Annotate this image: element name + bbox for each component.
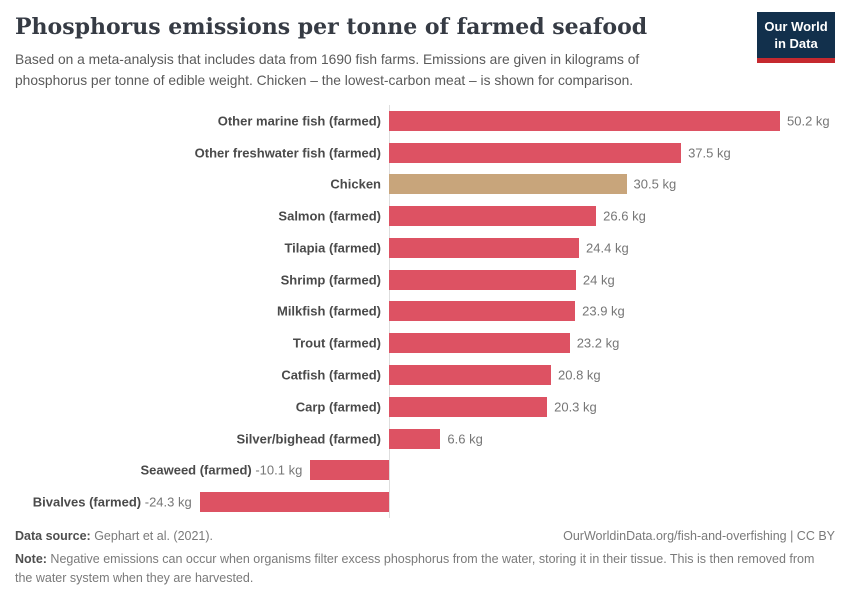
value-label: 50.2 kg	[787, 113, 830, 129]
bar-row: 24.4 kg Tilapia (farmed)	[15, 232, 835, 264]
bar-row: 20.8 kg Catfish (farmed)	[15, 359, 835, 391]
bar-positive[interactable]	[389, 269, 576, 290]
value-label: 24.4 kg	[586, 240, 629, 256]
bar-positive[interactable]	[389, 174, 627, 195]
bar-row: 6.6 kg Silver/bighead (farmed)	[15, 423, 835, 455]
bar-row: 50.2 kg Other marine fish (farmed)	[15, 105, 835, 137]
category-label: Other freshwater fish (farmed)	[194, 145, 381, 161]
value-label: -10.1 kg	[255, 462, 303, 478]
category-label: Catfish (farmed)	[281, 367, 381, 383]
category-label: Trout (farmed)	[292, 335, 381, 351]
bar-positive[interactable]	[389, 365, 551, 385]
category-label: Seaweed (farmed) -10.1 kg	[140, 462, 303, 478]
category-label: Tilapia (farmed)	[284, 240, 381, 256]
bar-row: 37.5 kg Other freshwater fish (farmed)	[15, 137, 835, 169]
category-label: Milkfish (farmed)	[276, 303, 381, 319]
category-label: Silver/bighead (farmed)	[236, 431, 381, 447]
data-source-label: Data source:	[15, 529, 91, 543]
category-label: Bivalves (farmed) -24.3 kg	[32, 494, 192, 510]
bar-positive[interactable]	[389, 333, 570, 354]
bar-row: 20.3 kg Carp (farmed)	[15, 391, 835, 423]
category-label: Salmon (farmed)	[278, 208, 381, 224]
bar-chart: 50.2 kg Other marine fish (farmed) 37.5 kg…	[15, 105, 835, 518]
value-label: 20.3 kg	[554, 399, 597, 415]
bar-positive[interactable]	[389, 110, 780, 131]
bar-row: 23.2 kg Trout (farmed)	[15, 327, 835, 359]
value-label: 23.9 kg	[582, 303, 625, 319]
chart-footer: Data source: Gephart et al. (2021). OurW…	[15, 529, 835, 588]
category-label: Chicken	[330, 176, 381, 192]
bar-negative[interactable]	[310, 460, 389, 481]
bar-positive[interactable]	[389, 206, 597, 227]
owid-logo-line2: in Data	[774, 35, 818, 51]
bar-negative[interactable]	[199, 492, 389, 513]
value-label: 26.6 kg	[603, 208, 646, 224]
bar-positive[interactable]	[389, 428, 441, 449]
owid-logo-line1: Our World	[764, 19, 828, 34]
attribution-link[interactable]: OurWorldinData.org/fish-and-overfishing …	[563, 529, 835, 543]
bar-row: 26.6 kg Salmon (farmed)	[15, 200, 835, 232]
chart-header: Phosphorus emissions per tonne of farmed…	[15, 12, 835, 91]
value-label: 23.2 kg	[576, 335, 620, 351]
bar-row: 30.5 kg Chicken	[15, 169, 835, 201]
value-label: 30.5 kg	[633, 176, 677, 192]
bar-row: 24 kg Shrimp (farmed)	[15, 264, 835, 296]
category-label: Carp (farmed)	[295, 399, 381, 415]
chart-note: Note: Negative emissions can occur when …	[15, 552, 815, 585]
value-label: 20.8 kg	[558, 367, 601, 383]
source-line: Data source: Gephart et al. (2021). OurW…	[15, 529, 835, 543]
category-label: Shrimp (farmed)	[280, 272, 381, 288]
category-label: Other marine fish (farmed)	[217, 113, 381, 129]
chart-subtitle: Based on a meta-analysis that includes d…	[15, 52, 640, 88]
owid-logo: Our World in Data	[757, 12, 835, 63]
bar-row: 23.9 kg Milkfish (farmed)	[15, 296, 835, 328]
bar-row: Seaweed (farmed) -10.1 kg	[15, 454, 835, 486]
bar-positive[interactable]	[389, 396, 548, 417]
bar-row: Bivalves (farmed) -24.3 kg	[15, 486, 835, 518]
bar-positive[interactable]	[389, 301, 576, 322]
value-label: 6.6 kg	[447, 431, 483, 447]
note-label: Note:	[15, 552, 47, 566]
value-label: -24.3 kg	[144, 494, 192, 510]
value-label: 37.5 kg	[688, 145, 731, 161]
bar-positive[interactable]	[389, 142, 682, 163]
page-title: Phosphorus emissions per tonne of farmed…	[15, 14, 648, 40]
value-label: 24 kg	[582, 272, 615, 288]
data-source: Data source: Gephart et al. (2021).	[15, 529, 214, 543]
bar-positive[interactable]	[389, 237, 580, 258]
